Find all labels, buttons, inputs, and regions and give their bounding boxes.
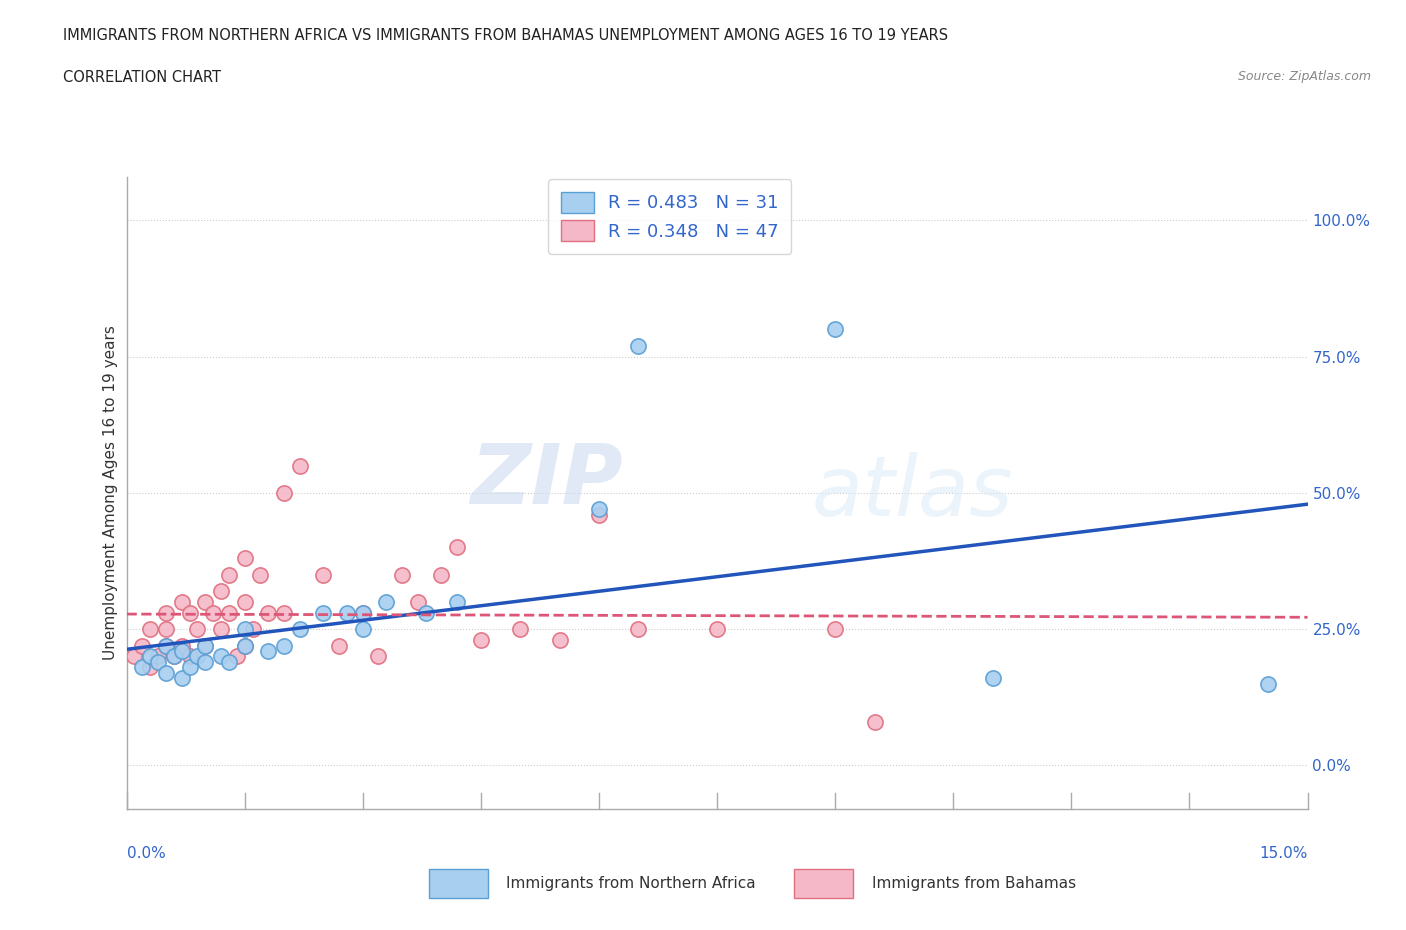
Point xyxy=(588,502,610,517)
Point xyxy=(288,458,311,473)
Point xyxy=(233,594,256,609)
Text: CORRELATION CHART: CORRELATION CHART xyxy=(63,70,221,85)
Point xyxy=(218,655,240,670)
Point xyxy=(446,540,468,555)
Point xyxy=(225,649,247,664)
Point xyxy=(179,605,201,620)
Point xyxy=(209,584,232,599)
Point xyxy=(824,322,846,337)
Point xyxy=(242,622,264,637)
Point xyxy=(194,638,217,653)
Point xyxy=(194,638,217,653)
Point xyxy=(209,649,232,664)
Point xyxy=(139,622,162,637)
Point xyxy=(328,638,350,653)
Text: atlas: atlas xyxy=(811,452,1014,534)
Point xyxy=(1257,676,1279,691)
Point xyxy=(863,714,886,729)
Point xyxy=(155,605,177,620)
Point xyxy=(981,671,1004,685)
Text: 0.0%: 0.0% xyxy=(127,846,166,861)
Point xyxy=(186,649,208,664)
Point xyxy=(273,485,295,500)
Text: Source: ZipAtlas.com: Source: ZipAtlas.com xyxy=(1237,70,1371,83)
Point xyxy=(509,622,531,637)
Point xyxy=(257,644,280,658)
Point xyxy=(391,567,413,582)
Point xyxy=(218,605,240,620)
Text: IMMIGRANTS FROM NORTHERN AFRICA VS IMMIGRANTS FROM BAHAMAS UNEMPLOYMENT AMONG AG: IMMIGRANTS FROM NORTHERN AFRICA VS IMMIG… xyxy=(63,28,949,43)
Point xyxy=(548,632,571,647)
Point xyxy=(233,551,256,565)
Point xyxy=(706,622,728,637)
Point xyxy=(233,638,256,653)
Point xyxy=(588,507,610,522)
Point xyxy=(367,649,389,664)
Point xyxy=(131,638,153,653)
Point xyxy=(218,567,240,582)
Point xyxy=(336,605,359,620)
Point xyxy=(415,605,437,620)
Point xyxy=(627,622,650,637)
Point xyxy=(430,567,453,582)
Point xyxy=(470,632,492,647)
Point xyxy=(273,605,295,620)
Point xyxy=(170,638,193,653)
Point xyxy=(170,671,193,685)
Point xyxy=(352,622,374,637)
Point xyxy=(273,638,295,653)
Text: ZIP: ZIP xyxy=(470,440,623,521)
Point xyxy=(146,655,169,670)
Point xyxy=(352,605,374,620)
Point xyxy=(406,594,429,609)
Point xyxy=(209,622,232,637)
Text: Immigrants from Bahamas: Immigrants from Bahamas xyxy=(872,876,1076,891)
Point xyxy=(194,655,217,670)
Point xyxy=(179,649,201,664)
Point xyxy=(170,644,193,658)
Point xyxy=(824,622,846,637)
Text: Immigrants from Northern Africa: Immigrants from Northern Africa xyxy=(506,876,756,891)
Point xyxy=(186,622,208,637)
Point xyxy=(194,594,217,609)
Point xyxy=(155,665,177,680)
Point xyxy=(146,649,169,664)
Point xyxy=(312,567,335,582)
Point xyxy=(288,622,311,637)
Legend: R = 0.483   N = 31, R = 0.348   N = 47: R = 0.483 N = 31, R = 0.348 N = 47 xyxy=(548,179,792,254)
Point xyxy=(352,605,374,620)
Point xyxy=(202,605,225,620)
Point xyxy=(446,594,468,609)
Point xyxy=(155,638,177,653)
Point xyxy=(233,638,256,653)
Point xyxy=(170,594,193,609)
Point xyxy=(257,605,280,620)
Point xyxy=(124,649,146,664)
Point xyxy=(139,649,162,664)
Point xyxy=(163,649,186,664)
Point xyxy=(375,594,398,609)
Point xyxy=(131,660,153,675)
Point xyxy=(163,649,186,664)
Y-axis label: Unemployment Among Ages 16 to 19 years: Unemployment Among Ages 16 to 19 years xyxy=(103,326,118,660)
Point xyxy=(233,622,256,637)
Point xyxy=(312,605,335,620)
Text: 15.0%: 15.0% xyxy=(1260,846,1308,861)
Point xyxy=(155,622,177,637)
Point xyxy=(139,660,162,675)
Point xyxy=(155,638,177,653)
Point xyxy=(179,660,201,675)
Point xyxy=(627,339,650,353)
Point xyxy=(249,567,271,582)
